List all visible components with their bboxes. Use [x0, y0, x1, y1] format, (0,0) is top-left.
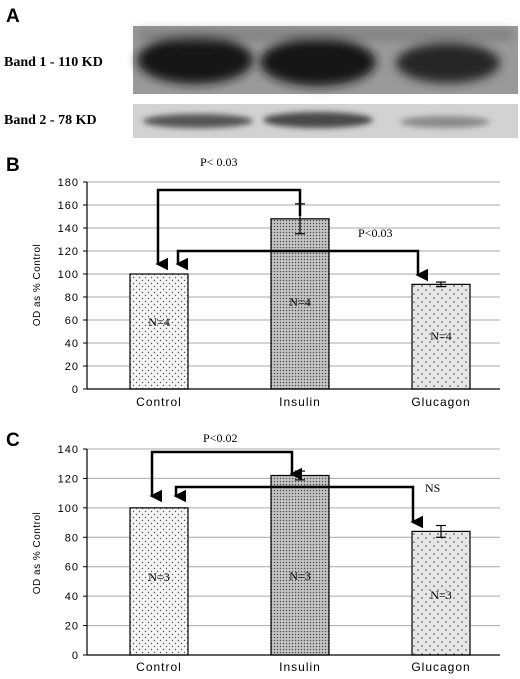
y-tick-label-b-20: 20	[65, 361, 79, 373]
y-ticks-b: 0 20 40 60 80 100 120 140 160 180	[58, 177, 87, 396]
n-label-b-insulin: N=4	[289, 295, 310, 309]
y-tick-label-b-140: 140	[58, 223, 79, 235]
n-label-c-glucagon: N=3	[430, 588, 451, 602]
axes-c	[86, 449, 500, 656]
y-tick-label-c-20: 20	[65, 621, 79, 633]
comparison-bracket-c-insulin	[149, 450, 302, 503]
y-tick-label-b-80: 80	[65, 292, 79, 304]
band-1-label: Band 1 - 110 KD	[4, 55, 103, 70]
panel-label-b: B	[6, 155, 20, 176]
y-ticks-c: 0 20 40 60 80 100 120 140	[58, 444, 87, 662]
y-tick-label-b-0: 0	[72, 384, 79, 396]
annotation-c-2: NS	[425, 481, 440, 495]
band-2-label: Band 2 - 78 KD	[4, 113, 97, 128]
annotation-b-2: P<0.03	[358, 226, 392, 240]
y-tick-label-c-0: 0	[72, 650, 79, 662]
panel-label-a: A	[6, 6, 20, 27]
annotation-b-1: P< 0.03	[200, 155, 237, 169]
n-label-b-glucagon: N=4	[430, 329, 451, 343]
y-tick-label-b-60: 60	[65, 315, 79, 327]
y-tick-label-c-100: 100	[58, 503, 79, 515]
category-label-b-control: Control	[136, 395, 182, 409]
y-tick-label-c-120: 120	[58, 473, 79, 485]
category-label-b-insulin: Insulin	[279, 395, 321, 409]
axes-b	[86, 182, 500, 390]
n-label-c-insulin: N=3	[289, 569, 310, 583]
panel-label-c: C	[6, 430, 20, 451]
n-label-c-control: N=3	[148, 570, 169, 584]
y-axis-title-c: OD as % Control	[32, 512, 43, 595]
bar-c-control	[129, 507, 189, 656]
y-tick-label-b-180: 180	[58, 177, 79, 189]
bars-b: N=4 Control N=4 Insulin N=4 Glucagon	[129, 203, 471, 409]
y-tick-label-c-60: 60	[65, 562, 79, 574]
bar-b-control	[129, 273, 189, 390]
comparison-bracket-b-glucagon	[175, 249, 428, 282]
error-bar-b-glucagon	[436, 281, 446, 288]
y-axis-title-b: OD as % Control	[32, 244, 43, 327]
comparison-bracket-b-insulin	[155, 188, 302, 271]
y-tick-label-c-140: 140	[58, 444, 79, 456]
band-1-strip	[133, 26, 518, 94]
y-tick-label-b-40: 40	[65, 338, 79, 350]
comparison-bracket-c-glucagon	[173, 485, 423, 529]
band-2-strip	[133, 104, 518, 138]
category-label-c-insulin: Insulin	[279, 660, 321, 674]
category-label-b-glucagon: Glucagon	[411, 395, 470, 409]
y-tick-label-c-40: 40	[65, 591, 79, 603]
y-tick-label-b-100: 100	[58, 269, 79, 281]
chart-panel-b: B OD as % Control 0 20 40 60 80 100 120 140 160 1…	[6, 155, 500, 409]
bar-c-insulin	[270, 474, 330, 656]
y-tick-label-c-80: 80	[65, 532, 79, 544]
n-label-b-control: N=4	[148, 315, 169, 329]
y-tick-label-b-120: 120	[58, 246, 79, 258]
bars-c: N=3 Control N=3 Insulin N=3 Glucagon	[129, 470, 471, 674]
blot-panel: A Band 1 - 110 KD Band 2 - 78 KD	[4, 6, 518, 138]
chart-panel-c: C OD as % Control 0 20 40 60 80 100 120 140 N=3…	[6, 430, 500, 674]
category-label-c-glucagon: Glucagon	[411, 660, 470, 674]
error-bar-c-glucagon	[436, 524, 446, 538]
category-label-c-control: Control	[136, 660, 182, 674]
annotation-c-1: P<0.02	[203, 431, 237, 445]
y-tick-label-b-160: 160	[58, 200, 79, 212]
